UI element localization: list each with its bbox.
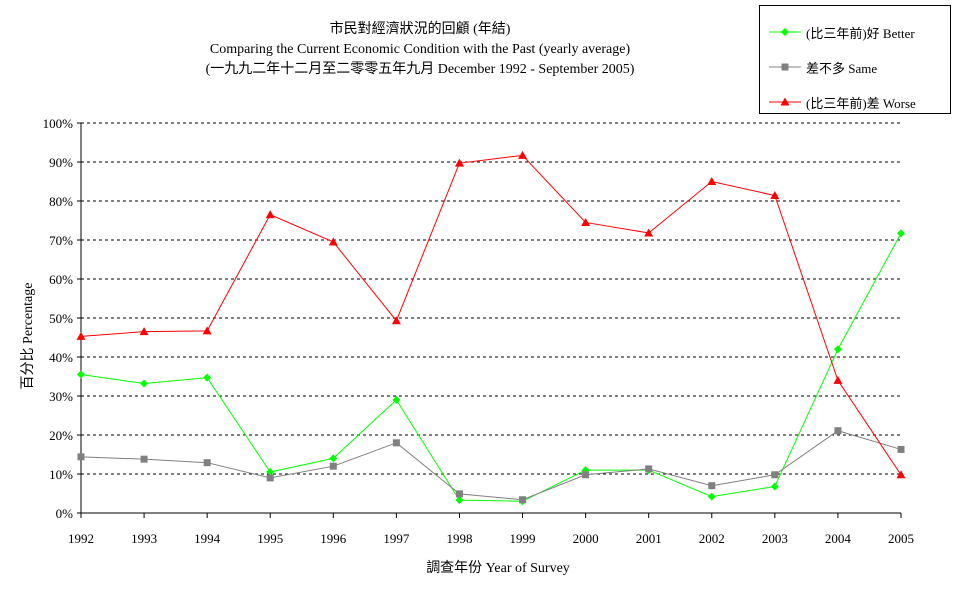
title-line-2: Comparing the Current Economic Condition… — [209, 42, 631, 57]
point-worse — [707, 177, 717, 185]
legend-marker — [781, 28, 789, 36]
point-worse — [202, 326, 212, 335]
point-same — [455, 490, 463, 498]
point-better — [770, 482, 779, 491]
y-axis-label: 百分比 Percentage — [21, 282, 36, 390]
x-tick-label: 2004 — [825, 531, 852, 546]
legend-marker — [781, 63, 789, 71]
legend-swatch-same — [769, 63, 801, 71]
title-line-3: (一九九二年十二月至二零零五年九月 December 1992 - Septem… — [205, 62, 635, 77]
y-tick-label: 80% — [49, 194, 73, 209]
y-tick-label: 50% — [49, 311, 73, 326]
point-same — [329, 462, 337, 470]
point-better — [266, 468, 275, 477]
x-tick-label: 1996 — [320, 531, 347, 546]
legend-item-same: 差不多 Same — [768, 57, 877, 77]
x-tick-label: 1998 — [446, 531, 472, 546]
legend-swatch-better — [769, 28, 801, 36]
series-line-same — [80, 430, 902, 501]
point-worse — [139, 327, 149, 336]
point-better — [392, 395, 401, 404]
point-same — [392, 439, 400, 447]
point-same — [203, 459, 211, 467]
y-tick-label: 30% — [49, 389, 73, 404]
x-tick-label: 2005 — [888, 531, 914, 546]
point-better — [203, 373, 212, 382]
series-line-better — [80, 233, 902, 502]
point-better — [833, 345, 842, 354]
legend-item-better: (比三年前)好 Better — [768, 22, 915, 42]
x-tick-label: 1994 — [194, 531, 221, 546]
point-same — [645, 465, 653, 473]
x-tick-label: 1997 — [383, 531, 410, 546]
y-tick-label: 60% — [49, 272, 73, 287]
x-tick-label: 2001 — [636, 531, 662, 546]
point-same — [771, 471, 779, 479]
y-tick-label: 40% — [49, 350, 73, 365]
point-worse — [454, 158, 464, 167]
legend-label-same: 差不多 Same — [806, 60, 878, 76]
legend-marker — [780, 97, 790, 106]
point-worse — [644, 228, 654, 237]
point-worse — [770, 191, 780, 200]
y-tick-label: 20% — [49, 428, 73, 443]
point-same — [834, 427, 842, 435]
y-tick-label: 0% — [56, 506, 74, 521]
series-line-worse — [80, 154, 902, 476]
point-better — [329, 454, 338, 463]
x-axis-label: 調查年份 Year of Survey — [426, 561, 570, 576]
point-better — [897, 229, 905, 238]
point-same — [708, 482, 716, 490]
point-worse — [518, 150, 528, 159]
legend-label-worse: (比三年前)差 Worse — [806, 95, 916, 111]
point-better — [707, 492, 716, 501]
point-better — [455, 496, 464, 505]
point-worse — [833, 375, 843, 384]
point-better — [140, 379, 149, 388]
title-line-1: 市民對經濟狀況的回顧 (年結) — [329, 22, 511, 37]
x-tick-label: 2002 — [699, 531, 725, 546]
y-tick-label: 70% — [49, 233, 73, 248]
x-tick-label: 1993 — [131, 531, 157, 546]
point-worse — [896, 470, 906, 479]
point-worse — [391, 316, 401, 325]
x-tick-label: 1992 — [68, 531, 94, 546]
y-tick-label: 90% — [49, 155, 73, 170]
x-tick-label: 1999 — [510, 531, 536, 546]
point-better — [77, 370, 85, 379]
point-worse — [328, 237, 338, 246]
point-same — [897, 445, 905, 453]
point-same — [582, 471, 590, 479]
legend-item-worse: (比三年前)差 Worse — [768, 92, 916, 112]
y-tick-label: 10% — [49, 467, 73, 482]
legend-label-better: (比三年前)好 Better — [806, 25, 915, 41]
point-same — [140, 455, 148, 463]
y-tick-label: 100% — [43, 116, 74, 131]
point-same — [266, 474, 274, 482]
point-same — [77, 453, 85, 461]
x-tick-label: 2000 — [573, 531, 599, 546]
point-worse — [76, 331, 86, 340]
legend-swatch-worse — [769, 97, 801, 106]
x-tick-label: 2003 — [762, 531, 788, 546]
legend: (比三年前)好 Better 差不多 Same (比三年前)差 Worse — [759, 5, 951, 114]
x-tick-label: 1995 — [257, 531, 283, 546]
chart-title: 市民對經濟狀況的回顧 (年結) Comparing the Current Ec… — [150, 20, 690, 80]
point-worse — [265, 210, 275, 219]
point-worse — [581, 217, 591, 226]
point-same — [519, 496, 527, 504]
